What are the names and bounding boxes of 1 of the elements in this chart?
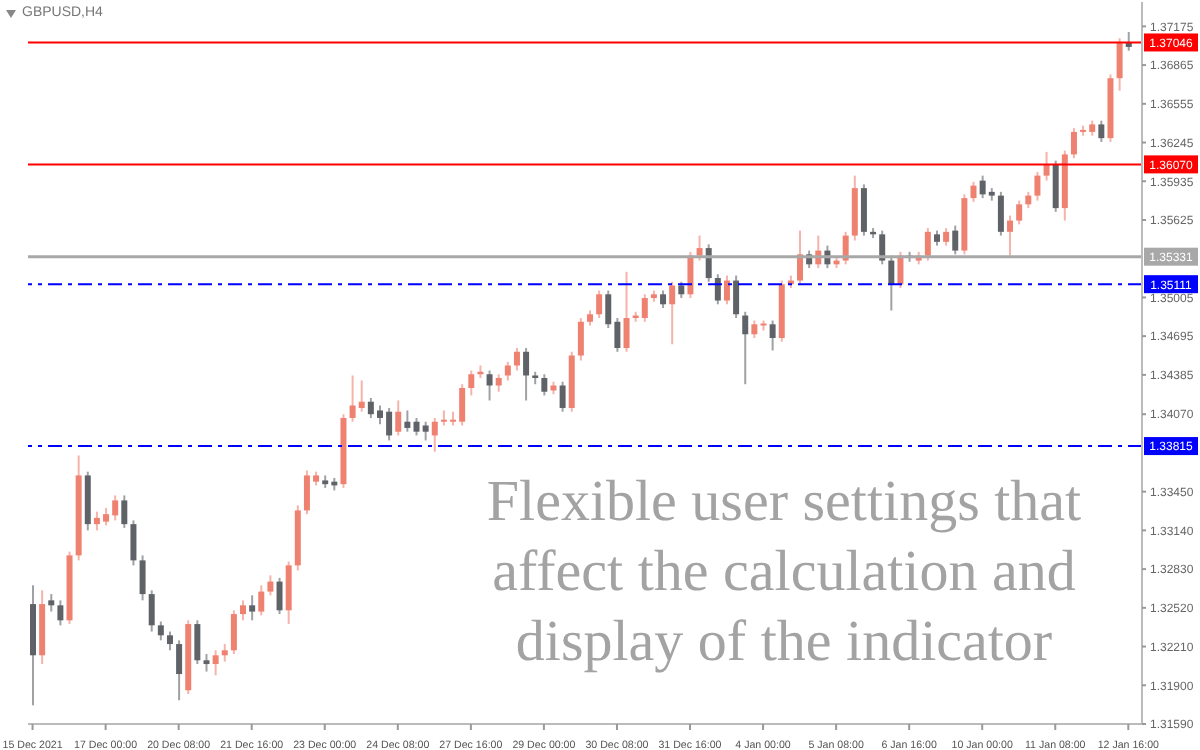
annotation: Flexible user settings that affect the calculation and display of the indicator bbox=[484, 468, 1084, 678]
